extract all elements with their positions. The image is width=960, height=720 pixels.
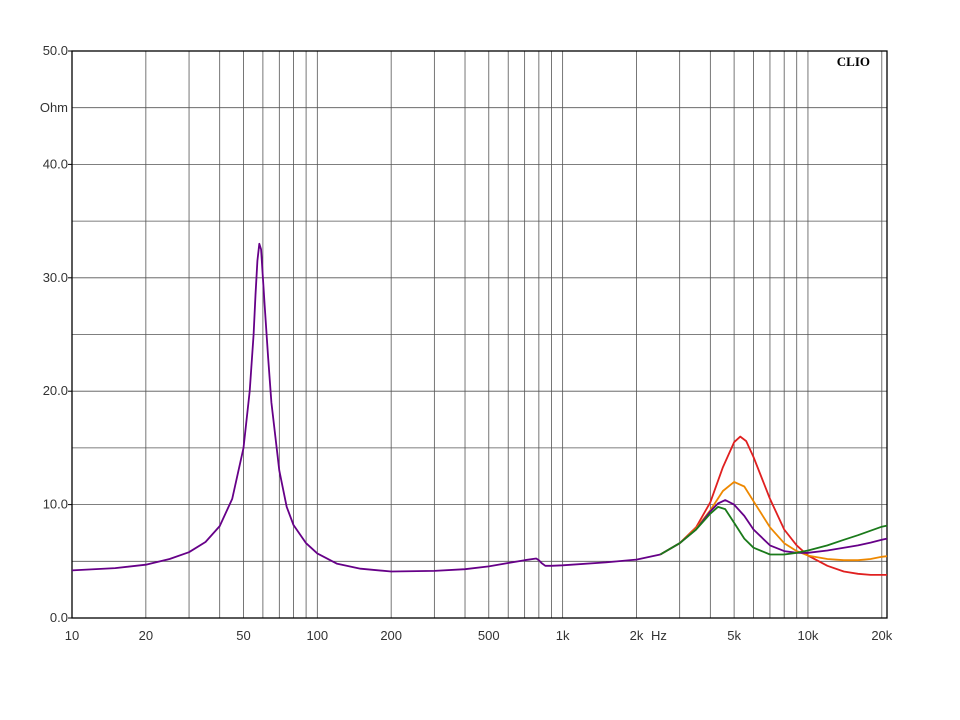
y-tick-label: 30.0 [43, 270, 68, 285]
y-tick-label: 50.0 [43, 43, 68, 58]
brand-label: CLIO [837, 54, 870, 69]
x-tick-label: 5k [727, 628, 741, 643]
y-tick-label: 40.0 [43, 156, 68, 171]
x-tick-label: 20k [871, 628, 892, 643]
grid-lines [72, 51, 887, 618]
x-tick-label: 100 [306, 628, 328, 643]
x-tick-label: 2k [630, 628, 644, 643]
base-curve-line [71, 242, 661, 573]
y-axis-unit-label: Ohm [40, 100, 68, 115]
series-line-4 [659, 506, 888, 556]
curves [71, 242, 888, 576]
x-tick-label: 1k [556, 628, 570, 643]
series-line-1 [659, 435, 887, 576]
x-axis-ticks: 10 20 50 100 200 500 1k 2k 5k 10k 20k [65, 628, 893, 643]
x-tick-label: 10 [65, 628, 79, 643]
y-axis-ticks: 0.0 10.0 20.0 30.0 40.0 50.0 [43, 43, 72, 625]
x-axis-unit-label: Hz [651, 628, 667, 643]
plot-frame [71, 50, 888, 619]
x-tick-label: 10k [797, 628, 818, 643]
y-tick-label: 20.0 [43, 383, 68, 398]
series-line-3 [659, 499, 888, 556]
x-tick-label: 200 [380, 628, 402, 643]
y-tick-label: 0.0 [50, 610, 68, 625]
x-tick-label: 50 [236, 628, 250, 643]
x-tick-label: 20 [139, 628, 153, 643]
y-tick-label: 10.0 [43, 497, 68, 512]
x-tick-label: 500 [478, 628, 500, 643]
